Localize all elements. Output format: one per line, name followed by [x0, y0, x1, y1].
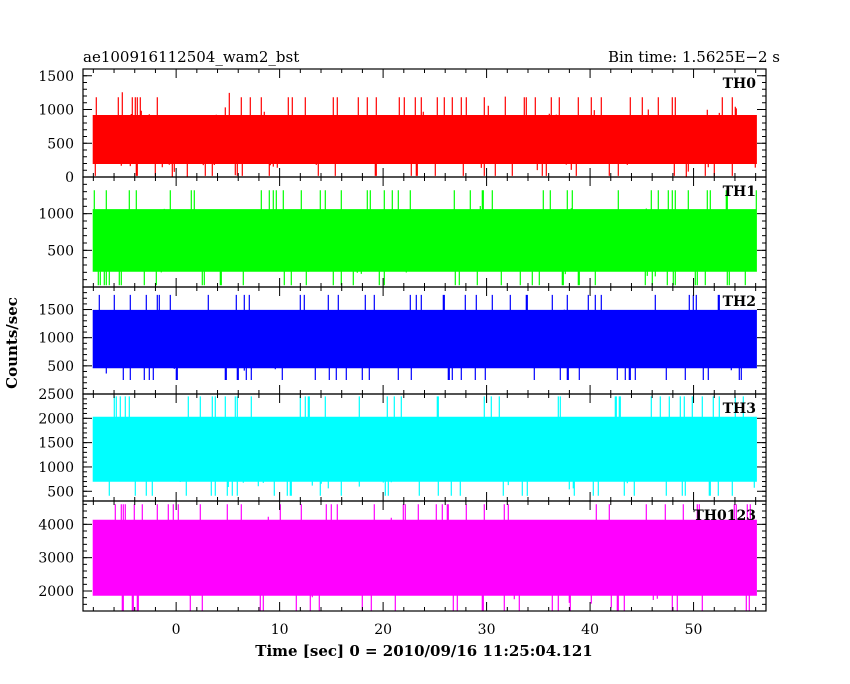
- panel-label: TH3: [723, 401, 756, 417]
- panel-th3: 500 1000 1500 2000 2500 TH3: [38, 387, 767, 502]
- y-tick-label: 1500: [38, 69, 74, 85]
- y-tick-label: 3000: [38, 551, 74, 567]
- y-tick-label: 1500: [38, 436, 74, 452]
- panel-th0: 0 500 1000 1500 TH0: [38, 68, 767, 186]
- y-tick-label: 500: [47, 243, 74, 259]
- x-axis-title: Time [sec] 0 = 2010/09/16 11:25:04.121: [255, 642, 592, 660]
- panel-th0123: 2000 3000 4000 TH0123: [38, 500, 767, 612]
- x-tick-label: 20: [374, 622, 392, 638]
- y-tick-label: 1000: [38, 103, 74, 119]
- panel-label: TH2: [723, 294, 756, 310]
- series-th0123: [92, 504, 757, 611]
- x-tick-label: 30: [478, 622, 496, 638]
- chart-title-right: Bin time: 1.5625E−2 s: [608, 48, 780, 66]
- y-tick-label: 2000: [38, 411, 74, 427]
- y-tick-label: 1000: [38, 460, 74, 476]
- y-tick-label: 500: [47, 136, 74, 152]
- y-tick-label: 2000: [38, 584, 74, 600]
- panel-th1: 500 1000 TH1: [38, 176, 767, 288]
- y-tick-label: 0: [65, 170, 74, 186]
- y-tick-label: 500: [47, 484, 74, 500]
- x-tick-label: 0: [172, 622, 181, 638]
- series-th2: [92, 294, 757, 380]
- series-th3: [92, 396, 757, 496]
- panel-label: TH1: [723, 184, 756, 200]
- y-axis-title: Counts/sec: [3, 297, 21, 389]
- x-tick-label: 50: [685, 622, 703, 638]
- series-th0: [92, 92, 757, 177]
- chart-title-left: ae100916112504_wam2_bst: [83, 48, 299, 66]
- y-tick-label: 4000: [38, 517, 74, 533]
- y-tick-label: 1500: [38, 303, 74, 319]
- panel-label: TH0123: [693, 508, 756, 524]
- x-tick-label: 10: [271, 622, 289, 638]
- series-th1: [92, 190, 757, 286]
- x-tick-label: 40: [581, 622, 599, 638]
- y-tick-label: 2500: [38, 387, 74, 403]
- panel-th2: 500 1000 1500 TH2: [38, 286, 767, 395]
- y-tick-label: 1000: [38, 331, 74, 347]
- panel-label: TH0: [723, 76, 757, 92]
- y-tick-label: 500: [47, 359, 74, 375]
- y-tick-label: 1000: [38, 207, 74, 223]
